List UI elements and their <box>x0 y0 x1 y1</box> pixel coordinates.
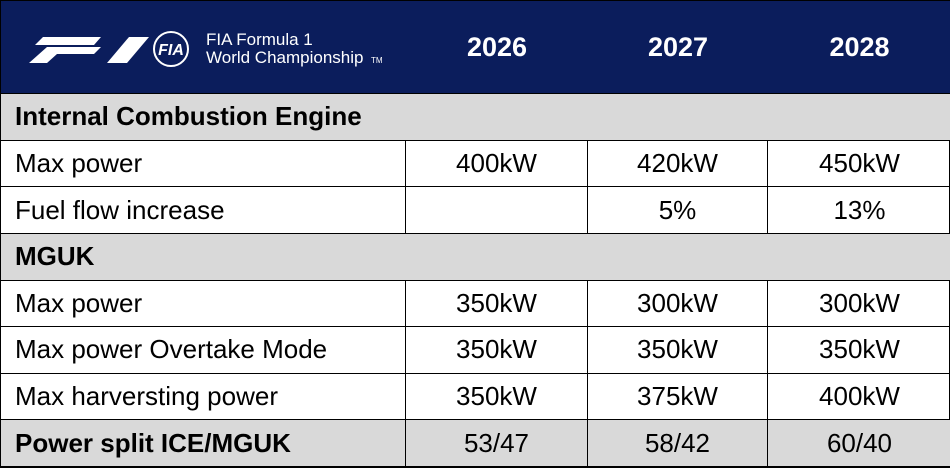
row-label: Max power <box>1 280 406 328</box>
row-label: Fuel flow increase <box>1 187 406 234</box>
column-header: 2026 <box>406 1 588 94</box>
footer-value: 60/40 <box>768 420 950 467</box>
section-title: MGUK <box>1 233 950 281</box>
value-cell: 300kW <box>768 281 950 328</box>
footer-label: Power split ICE/MGUK <box>1 420 406 467</box>
value-cell: 300kW <box>588 280 768 328</box>
row-label: Max harversting power <box>1 373 406 421</box>
logo-text: FIA Formula 1 <box>206 30 313 49</box>
trademark: TM <box>371 56 383 65</box>
logo: FIA FIA Formula 1 World Championship TM <box>29 30 383 67</box>
f1-stripe <box>35 37 101 45</box>
f1-stripe <box>29 47 101 63</box>
logo-text: World Championship <box>206 48 363 67</box>
value-cell: 400kW <box>406 140 588 188</box>
value-cell: 350kW <box>406 280 588 328</box>
f1-stripe <box>107 37 149 63</box>
value-cell: 350kW <box>768 327 950 374</box>
value-cell: 350kW <box>588 327 768 374</box>
value-cell: 350kW <box>406 373 588 421</box>
column-header: 2028 <box>768 1 950 94</box>
value-cell: 420kW <box>588 140 768 188</box>
value-cell: 5% <box>588 187 768 234</box>
row-label: Max power <box>1 140 406 188</box>
footer-value: 58/42 <box>588 420 768 467</box>
fia-emblem <box>153 31 189 67</box>
logo-cell: FIA FIA Formula 1 World Championship TM <box>1 1 406 94</box>
section-title: Internal Combustion Engine <box>1 94 950 141</box>
footer-value: 53/47 <box>406 420 588 467</box>
emblem-text: FIA <box>158 42 184 59</box>
value-cell <box>406 187 588 234</box>
value-cell: 350kW <box>406 327 588 374</box>
value-cell: 450kW <box>768 141 950 188</box>
column-header: 2027 <box>588 1 768 94</box>
row-label: Max power Overtake Mode <box>1 327 406 374</box>
value-cell: 13% <box>768 187 950 234</box>
value-cell: 375kW <box>588 373 768 421</box>
value-cell: 400kW <box>768 374 950 421</box>
